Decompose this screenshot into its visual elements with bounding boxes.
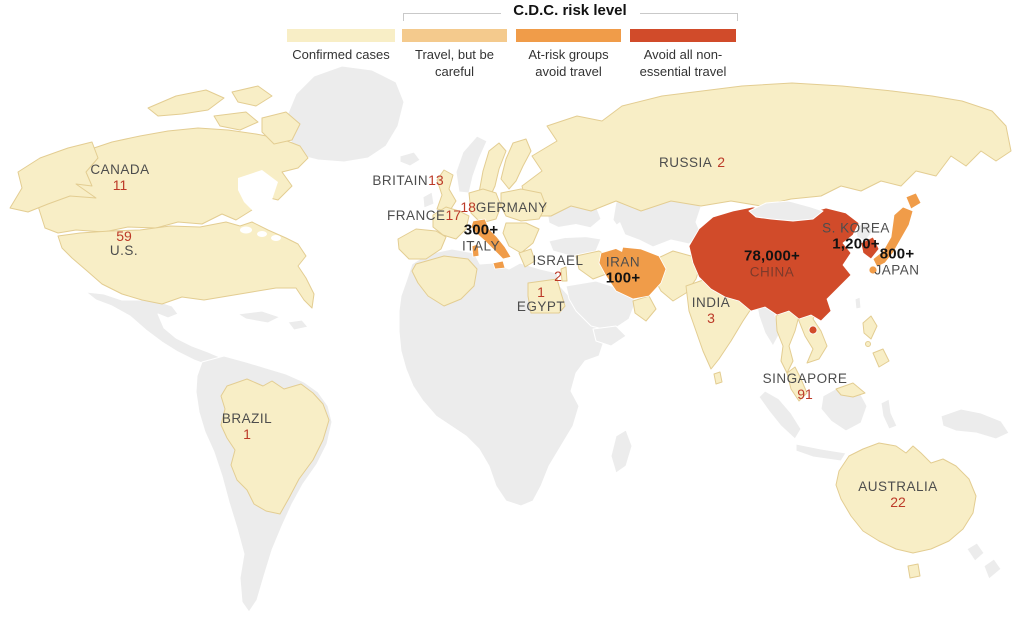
country-madagascar bbox=[610, 429, 633, 474]
legend-title: C.D.C. risk level bbox=[513, 2, 627, 19]
water-caspian-sea bbox=[610, 222, 626, 252]
legend-swatch-confirmed bbox=[287, 29, 395, 42]
legend-label-travel-careful: Travel, but be careful bbox=[414, 47, 494, 79]
country-mongolia bbox=[748, 200, 824, 222]
island-hispaniola bbox=[287, 319, 309, 331]
water-black-sea bbox=[552, 224, 598, 238]
country-cuba bbox=[237, 310, 281, 324]
region-oman-uae bbox=[632, 295, 657, 322]
legend-swatch-travel-careful bbox=[402, 29, 507, 42]
country-finland bbox=[500, 138, 532, 190]
region-canadian-arctic-2 bbox=[231, 85, 273, 107]
country-japan-hokkaido bbox=[905, 192, 922, 210]
island-philippines-small bbox=[865, 341, 871, 347]
legend-label-avoid-travel: Avoid all non- essential travel bbox=[639, 47, 727, 79]
country-south-korea bbox=[860, 236, 880, 260]
island-sardinia bbox=[471, 243, 480, 258]
country-ireland bbox=[422, 191, 435, 209]
country-egypt bbox=[527, 278, 566, 314]
country-russia bbox=[521, 82, 1012, 217]
country-sri-lanka bbox=[713, 371, 723, 385]
region-canadian-arctic-1 bbox=[147, 89, 225, 117]
country-britain bbox=[436, 169, 457, 213]
country-taiwan bbox=[854, 296, 862, 310]
country-new-zealand-north bbox=[966, 542, 985, 562]
legend-swatch-at-risk bbox=[516, 29, 621, 42]
country-italy bbox=[470, 218, 512, 260]
island-luzon-philippines bbox=[862, 315, 878, 340]
country-iceland bbox=[399, 151, 421, 167]
island-sumatra bbox=[758, 390, 802, 440]
country-new-zealand-south bbox=[983, 558, 1002, 580]
country-greece bbox=[518, 248, 536, 268]
region-canadian-arctic-3 bbox=[213, 111, 259, 131]
country-iran bbox=[598, 246, 667, 300]
country-australia bbox=[835, 442, 977, 554]
island-baffin bbox=[261, 111, 301, 145]
country-japan-kyushu bbox=[868, 265, 878, 275]
island-sulawesi bbox=[880, 398, 898, 430]
country-yemen bbox=[592, 325, 627, 347]
island-hainan bbox=[808, 325, 818, 335]
water-great-lake-3 bbox=[271, 235, 281, 241]
water-great-lake-2 bbox=[257, 231, 267, 237]
country-united-states bbox=[57, 221, 315, 309]
country-norway bbox=[455, 135, 488, 194]
legend-swatch-avoid-travel bbox=[630, 29, 736, 42]
island-mindanao-philippines bbox=[872, 348, 890, 368]
region-alaska bbox=[9, 141, 99, 213]
country-france bbox=[432, 206, 470, 240]
region-poland-baltics bbox=[500, 188, 547, 222]
legend-bracket-left bbox=[403, 13, 501, 21]
country-thailand bbox=[775, 308, 800, 374]
country-saudi-arabia bbox=[565, 280, 637, 332]
island-tasmania bbox=[907, 563, 921, 579]
country-greenland bbox=[285, 65, 405, 163]
region-malaysia-borneo bbox=[835, 382, 866, 398]
island-new-guinea bbox=[940, 408, 1010, 440]
region-malay-peninsula bbox=[786, 366, 808, 402]
island-sicily bbox=[492, 260, 506, 270]
country-brazil bbox=[220, 378, 330, 515]
legend: C.D.C. risk level Confirmed cases Travel… bbox=[0, 0, 1024, 79]
country-germany bbox=[468, 188, 502, 224]
legend-label-at-risk: At-risk groups avoid travel bbox=[528, 47, 609, 79]
country-israel bbox=[560, 266, 568, 282]
legend-label-confirmed: Confirmed cases bbox=[292, 47, 390, 62]
country-japan-honshu bbox=[872, 206, 914, 268]
legend-bracket-right bbox=[640, 13, 738, 21]
country-spain bbox=[397, 228, 447, 260]
region-balkans bbox=[502, 222, 540, 254]
water-great-lake-1 bbox=[240, 226, 252, 234]
water-hudson-bay bbox=[238, 170, 278, 214]
country-algeria bbox=[411, 255, 478, 307]
island-java bbox=[795, 443, 847, 462]
country-north-korea bbox=[855, 220, 874, 242]
